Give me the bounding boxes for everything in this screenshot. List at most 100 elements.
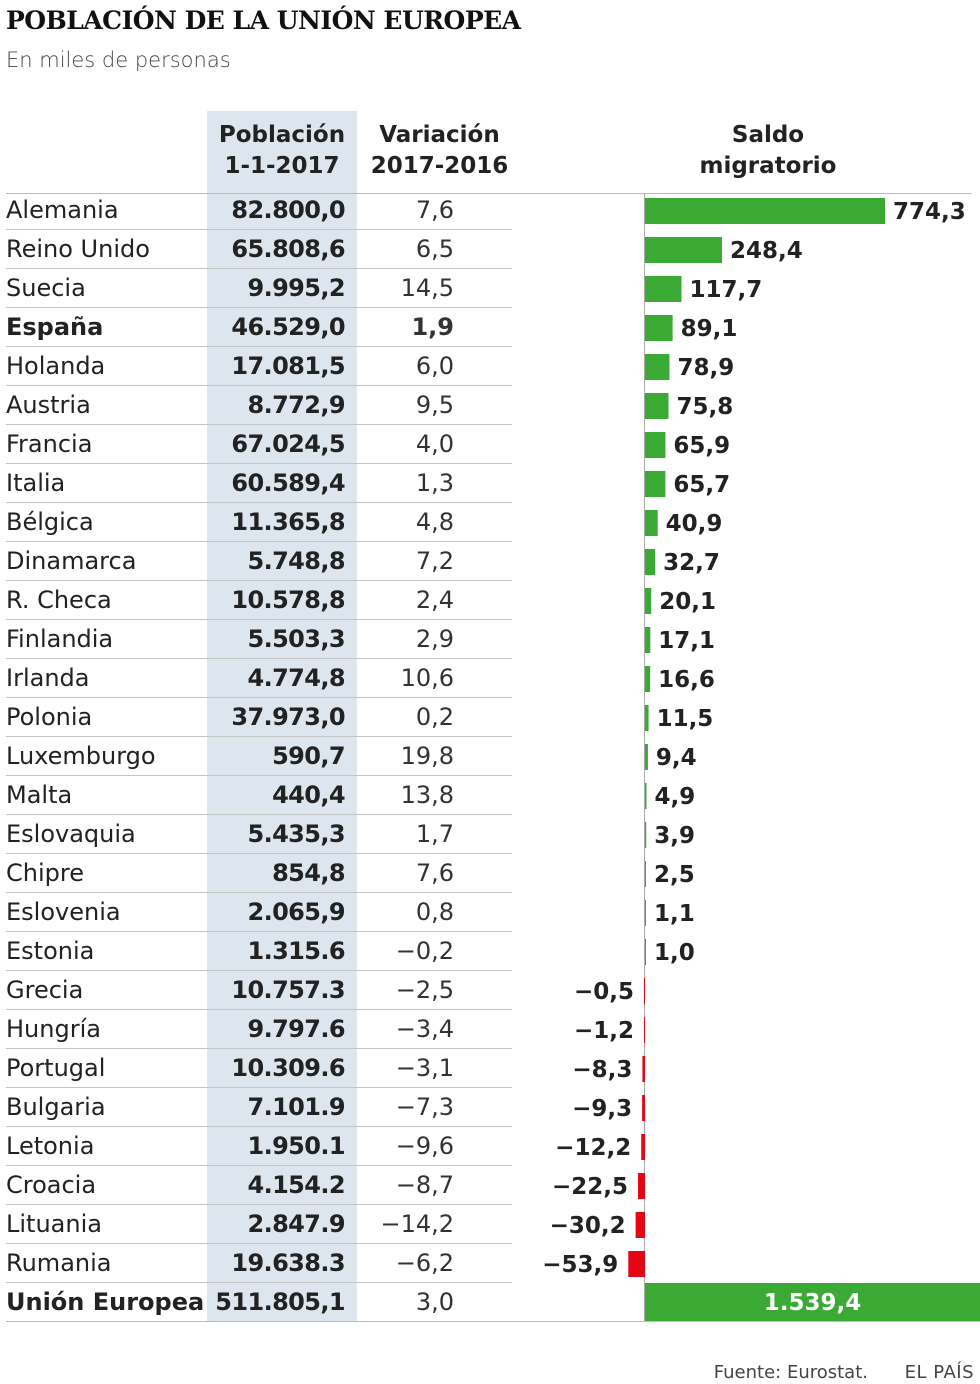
country-name: Luxemburgo [6,742,156,770]
row-divider [6,892,512,893]
table-row: Holanda 17.081,5 6,0 [6,347,980,386]
row-divider [6,1165,512,1166]
population-value: 2.847.9 [247,1210,345,1238]
population-value: 17.081,5 [231,352,345,380]
header-variacion-line2: 2017-2016 [370,153,509,179]
table-row: R. Checa 10.578,8 2,4 [6,581,980,620]
table-row: Lituania 2.847.9 −14,2 [6,1205,980,1244]
population-value: 5.435,3 [247,820,345,848]
population-value: 1.950.1 [247,1132,345,1160]
country-name: Dinamarca [6,547,137,575]
variation-value: 1,3 [415,469,454,497]
country-name: Finlandia [6,625,114,653]
variation-value: −0,2 [395,937,454,965]
country-name: Estonia [6,937,95,965]
population-column-band [207,111,357,1321]
variation-value: −8,7 [395,1171,454,1199]
country-name: Francia [6,430,93,458]
row-divider [6,307,512,308]
row-divider [6,970,512,971]
population-value: 8.772,9 [247,391,345,419]
variation-value: −6,2 [395,1249,454,1277]
row-divider [6,229,512,230]
row-divider [6,580,512,581]
population-value: 854,8 [272,859,346,887]
variation-value: −7,3 [395,1093,454,1121]
table-row: Polonia 37.973,0 0,2 [6,698,980,737]
population-value: 10.578,8 [231,586,345,614]
variation-value: 14,5 [400,274,454,302]
chart-title: POBLACIÓN DE LA UNIÓN EUROPEA [6,6,521,35]
population-value: 2.065,9 [247,898,345,926]
row-divider [6,1243,512,1244]
row-divider [6,736,512,737]
chart-subtitle: En miles de personas [6,48,231,72]
country-name: Suecia [6,274,86,302]
country-name: Austria [6,391,91,419]
population-value: 5.503,3 [247,625,345,653]
population-value: 9.797.6 [247,1015,345,1043]
population-value: 10.309.6 [231,1054,345,1082]
country-name: Reino Unido [6,235,150,263]
population-value: 37.973,0 [231,703,345,731]
population-value: 4.154.2 [247,1171,345,1199]
table-row: Francia 67.024,5 4,0 [6,425,980,464]
header-poblacion-line1: Población [218,122,346,148]
population-value: 4.774,8 [247,664,345,692]
brand-logo-text: EL PAÍS [904,1362,974,1383]
country-name: Bulgaria [6,1093,106,1121]
header-saldo-line2: migratorio [699,153,837,179]
source-note: Fuente: Eurostat. [713,1362,868,1383]
population-value: 511.805,1 [215,1288,345,1316]
table-row: Austria 8.772,9 9,5 [6,386,980,425]
table-row: Bélgica 11.365,8 4,8 [6,503,980,542]
row-divider [6,1282,512,1283]
header-poblacion: Población 1-1-2017 [207,120,357,182]
country-name: Eslovaquia [6,820,136,848]
row-divider [6,1087,512,1088]
variation-value: 2,9 [415,625,454,653]
variation-value: 13,8 [400,781,454,809]
variation-value: 1,9 [411,313,454,341]
variation-value: 7,2 [415,547,454,575]
country-name: Lituania [6,1210,102,1238]
variation-value: 1,7 [415,820,454,848]
population-value: 67.024,5 [231,430,345,458]
country-name: Malta [6,781,73,809]
country-name: Alemania [6,196,119,224]
variation-value: 7,6 [415,859,454,887]
row-divider [6,463,512,464]
row-divider [6,931,512,932]
table-row: Luxemburgo 590,7 19,8 [6,737,980,776]
country-name: Italia [6,469,66,497]
population-value: 1.315.6 [247,937,345,965]
population-value: 65.808,6 [231,235,345,263]
row-divider [6,541,512,542]
header-saldo: Saldo migratorio [660,120,876,182]
row-divider [6,1204,512,1205]
row-divider [6,268,512,269]
table-row: Alemania 82.800,0 7,6 [6,191,980,230]
population-value: 11.365,8 [231,508,345,536]
row-divider [6,814,512,815]
row-divider [6,1009,512,1010]
country-name: Bélgica [6,508,94,536]
table-row: Eslovaquia 5.435,3 1,7 [6,815,980,854]
country-name: Hungría [6,1015,101,1043]
row-divider [6,775,512,776]
table-row: Malta 440,4 13,8 [6,776,980,815]
variation-value: −3,4 [395,1015,454,1043]
variation-value: 4,0 [415,430,454,458]
country-name: Grecia [6,976,84,1004]
country-name: Holanda [6,352,106,380]
population-value: 46.529,0 [231,313,345,341]
header-divider [6,193,972,194]
country-name: Letonia [6,1132,95,1160]
table-row: Hungría 9.797.6 −3,4 [6,1010,980,1049]
header-saldo-line1: Saldo [731,122,805,148]
row-divider [6,658,512,659]
population-value: 10.757.3 [231,976,345,1004]
row-divider [6,853,512,854]
header-poblacion-line2: 1-1-2017 [224,153,340,179]
population-value: 60.589,4 [231,469,345,497]
